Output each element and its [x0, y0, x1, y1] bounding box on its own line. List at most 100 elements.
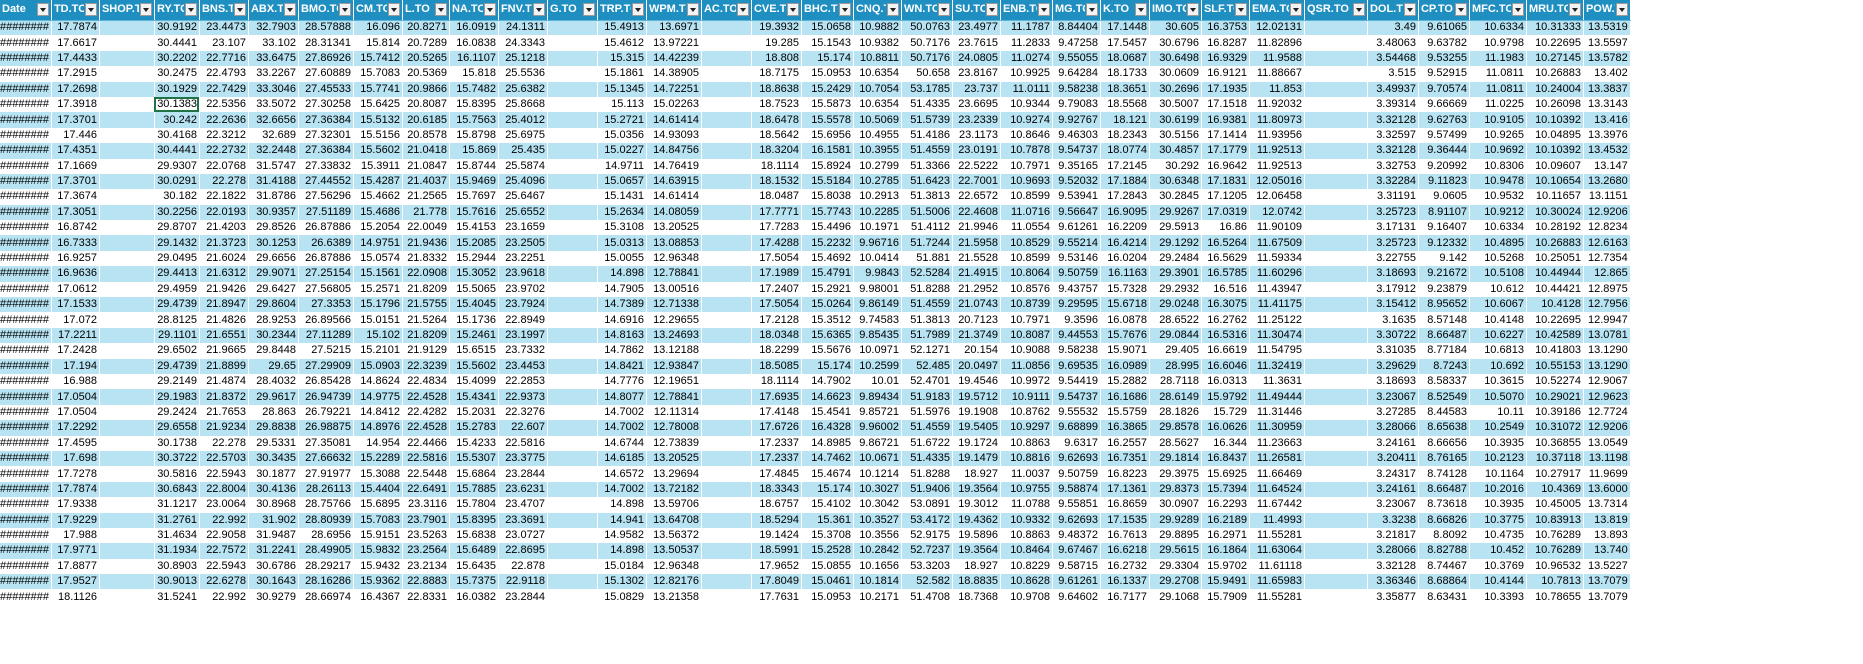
price-cell[interactable]	[701, 127, 752, 144]
price-cell[interactable]: 27.5215	[298, 343, 354, 359]
price-cell[interactable]: 12.93847	[646, 358, 702, 374]
price-cell[interactable]: 10.6334	[1469, 220, 1527, 236]
price-cell[interactable]: 50.658	[901, 66, 953, 82]
price-cell[interactable]: 15.7375	[449, 574, 499, 590]
price-cell[interactable]: 17.5054	[751, 297, 802, 313]
price-cell[interactable]: 30.4168	[154, 127, 200, 144]
price-cell[interactable]: 15.4686	[353, 204, 403, 221]
price-cell[interactable]: 21.6312	[199, 266, 249, 282]
price-cell[interactable]: 22.0049	[402, 220, 450, 236]
price-cell[interactable]	[99, 343, 155, 359]
price-cell[interactable]: 8.84404	[1052, 20, 1101, 36]
price-cell[interactable]: 50.0763	[901, 20, 953, 36]
price-cell[interactable]: 23.2251	[498, 250, 548, 267]
price-cell[interactable]	[547, 466, 598, 482]
price-cell[interactable]	[1304, 50, 1368, 67]
price-cell[interactable]: 11.60296	[1249, 266, 1305, 282]
price-cell[interactable]: 30.2845	[1149, 189, 1202, 205]
price-cell[interactable]: 16.3075	[1201, 297, 1250, 313]
price-cell[interactable]: 9.56647	[1052, 204, 1101, 221]
price-cell[interactable]: 14.61414	[646, 189, 702, 205]
date-cell[interactable]: ########	[0, 574, 52, 590]
price-cell[interactable]	[1304, 189, 1368, 205]
price-cell[interactable]: 18.0487	[751, 189, 802, 205]
price-cell[interactable]: 12.865	[1583, 266, 1631, 282]
price-cell[interactable]: 29.9071	[248, 266, 299, 282]
price-cell[interactable]: 53.4172	[901, 512, 953, 528]
price-cell[interactable]: 10.10392	[1526, 112, 1584, 128]
price-cell[interactable]: 10.1656	[853, 558, 902, 575]
price-cell[interactable]	[99, 220, 155, 236]
price-cell[interactable]: 14.9711	[597, 158, 647, 174]
price-cell[interactable]: 22.2732	[199, 143, 249, 159]
price-cell[interactable]: 16.1581	[801, 143, 854, 159]
price-cell[interactable]: 15.361	[801, 512, 854, 528]
price-cell[interactable]: 16.516	[1201, 281, 1250, 298]
price-cell[interactable]: 24.3343	[498, 35, 548, 51]
price-cell[interactable]: 9.21672	[1418, 266, 1470, 282]
price-cell[interactable]: 15.6956	[801, 127, 854, 144]
price-cell[interactable]: 22.278	[199, 173, 249, 190]
price-cell[interactable]: 10.8863	[1000, 527, 1053, 544]
price-cell[interactable]: 22.7716	[199, 50, 249, 67]
price-cell[interactable]: 10.9297	[1000, 420, 1053, 436]
price-cell[interactable]: 20.8578	[402, 127, 450, 144]
price-cell[interactable]: 19.3012	[952, 497, 1001, 513]
price-cell[interactable]: 3.515	[1367, 66, 1419, 82]
price-cell[interactable]	[547, 450, 598, 467]
price-cell[interactable]	[99, 96, 155, 113]
price-cell[interactable]: 12.9947	[1583, 312, 1631, 328]
date-cell[interactable]: ########	[0, 220, 52, 236]
date-cell[interactable]: ########	[0, 389, 52, 405]
price-cell[interactable]: 30.4441	[154, 143, 200, 159]
price-cell[interactable]: 12.9623	[1583, 389, 1631, 405]
price-cell[interactable]: 10.4144	[1469, 574, 1527, 590]
price-cell[interactable]: 14.7462	[801, 450, 854, 467]
filter-dropdown-icon[interactable]	[786, 3, 799, 16]
price-cell[interactable]: 10.24004	[1526, 81, 1584, 97]
price-cell[interactable]: 9.55055	[1052, 50, 1101, 67]
price-cell[interactable]: 22.5448	[402, 466, 450, 482]
price-cell[interactable]: 15.5602	[449, 358, 499, 374]
price-cell[interactable]: 18.927	[952, 466, 1001, 482]
price-cell[interactable]: 17.446	[51, 127, 100, 144]
price-cell[interactable]	[1304, 358, 1368, 374]
column-header[interactable]: CM.TO	[353, 0, 403, 21]
price-cell[interactable]: 30.1738	[154, 435, 200, 451]
price-cell[interactable]: 25.6467	[498, 189, 548, 205]
price-cell[interactable]: 11.0554	[1000, 220, 1053, 236]
price-cell[interactable]: 15.7412	[353, 50, 403, 67]
price-cell[interactable]	[547, 20, 598, 36]
date-cell[interactable]: ########	[0, 466, 52, 482]
price-cell[interactable]: 17.5457	[1100, 35, 1150, 51]
price-cell[interactable]: 14.93093	[646, 127, 702, 144]
price-cell[interactable]: 3.24161	[1367, 481, 1419, 498]
price-cell[interactable]: 16.1864	[1201, 543, 1250, 559]
price-cell[interactable]: 25.435	[498, 143, 548, 159]
price-cell[interactable]: 15.5307	[449, 450, 499, 467]
price-cell[interactable]: 28.66974	[298, 589, 354, 605]
price-cell[interactable]: 22.5943	[199, 558, 249, 575]
price-cell[interactable]: 13.3143	[1583, 96, 1631, 113]
price-cell[interactable]: 16.1337	[1100, 574, 1150, 590]
price-cell[interactable]: 16.5629	[1201, 250, 1250, 267]
price-cell[interactable]: 17.7278	[51, 466, 100, 482]
price-cell[interactable]: 52.9175	[901, 527, 953, 544]
price-cell[interactable]: 51.5739	[901, 112, 953, 128]
price-cell[interactable]: 22.4282	[402, 404, 450, 421]
price-cell[interactable]: 17.2428	[51, 343, 100, 359]
price-cell[interactable]: 10.52274	[1526, 373, 1584, 390]
date-cell[interactable]: ########	[0, 527, 52, 544]
price-cell[interactable]: 10.8739	[1000, 297, 1053, 313]
price-cell[interactable]: 15.1561	[353, 266, 403, 282]
price-cell[interactable]: 3.23067	[1367, 497, 1419, 513]
date-cell[interactable]: ########	[0, 558, 52, 575]
price-cell[interactable]	[547, 250, 598, 267]
price-cell[interactable]: 23.2134	[402, 558, 450, 575]
price-cell[interactable]: 15.5578	[801, 112, 854, 128]
price-cell[interactable]: 8.66487	[1418, 327, 1470, 344]
price-cell[interactable]: 17.9229	[51, 512, 100, 528]
price-cell[interactable]: 29.65	[248, 358, 299, 374]
price-cell[interactable]: 17.0319	[1201, 204, 1250, 221]
price-cell[interactable]: 30.9192	[154, 20, 200, 36]
